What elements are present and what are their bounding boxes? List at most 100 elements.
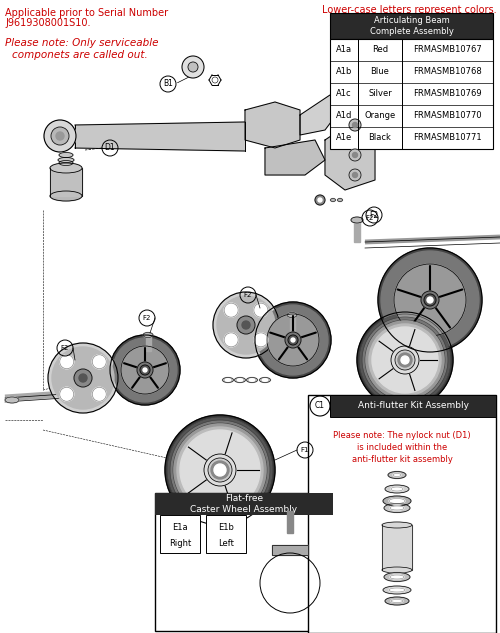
Circle shape [60, 387, 74, 401]
Polygon shape [245, 102, 300, 148]
Text: Applicable prior to Serial Number: Applicable prior to Serial Number [5, 8, 168, 18]
Circle shape [165, 415, 275, 525]
Text: F2: F2 [366, 215, 374, 221]
Circle shape [168, 418, 272, 522]
Ellipse shape [382, 567, 412, 573]
Text: Orange: Orange [364, 111, 396, 120]
Ellipse shape [384, 503, 410, 513]
Ellipse shape [390, 506, 404, 510]
Ellipse shape [59, 161, 73, 165]
Ellipse shape [338, 199, 342, 201]
Circle shape [140, 365, 150, 375]
FancyBboxPatch shape [272, 545, 308, 555]
Circle shape [224, 303, 238, 317]
Text: B1: B1 [163, 80, 173, 89]
Circle shape [352, 153, 358, 158]
Circle shape [121, 346, 169, 394]
Polygon shape [325, 120, 375, 190]
Polygon shape [300, 95, 340, 135]
Ellipse shape [226, 379, 230, 381]
Text: A1b: A1b [336, 68, 352, 77]
Text: Silver: Silver [368, 89, 392, 99]
Ellipse shape [330, 199, 336, 201]
Circle shape [349, 149, 361, 161]
Circle shape [204, 454, 236, 486]
Circle shape [398, 353, 412, 367]
Circle shape [56, 132, 64, 140]
Text: Black: Black [368, 134, 392, 142]
Circle shape [254, 333, 268, 347]
Text: F2: F2 [244, 292, 252, 298]
FancyBboxPatch shape [146, 335, 150, 351]
Circle shape [211, 461, 229, 479]
Circle shape [113, 338, 177, 402]
Circle shape [74, 369, 92, 387]
Circle shape [208, 458, 232, 482]
Text: J9619308001S10.: J9619308001S10. [5, 18, 90, 28]
FancyBboxPatch shape [330, 13, 493, 39]
Circle shape [188, 62, 198, 72]
Text: FRMASMB10770: FRMASMB10770 [413, 111, 482, 120]
Circle shape [360, 315, 450, 405]
Circle shape [288, 335, 298, 345]
Circle shape [315, 195, 325, 205]
Ellipse shape [385, 485, 409, 493]
Ellipse shape [246, 377, 258, 382]
FancyBboxPatch shape [206, 515, 246, 553]
Circle shape [357, 312, 453, 408]
Text: A1a: A1a [336, 46, 352, 54]
Text: D1: D1 [104, 144, 116, 153]
Ellipse shape [351, 217, 363, 223]
Circle shape [372, 327, 438, 393]
Circle shape [267, 314, 319, 366]
Text: anti-flutter kit assembly: anti-flutter kit assembly [352, 454, 452, 463]
Circle shape [171, 421, 269, 519]
Circle shape [421, 291, 439, 309]
Circle shape [424, 294, 436, 306]
Circle shape [264, 557, 316, 609]
Ellipse shape [50, 191, 82, 201]
Text: F2: F2 [143, 315, 151, 321]
Text: FRMASMB10769: FRMASMB10769 [413, 89, 482, 99]
Text: is included within the: is included within the [357, 442, 447, 451]
Text: C1: C1 [315, 401, 325, 410]
Circle shape [51, 127, 69, 145]
Circle shape [352, 123, 358, 127]
Circle shape [180, 430, 260, 510]
Circle shape [237, 316, 255, 334]
Circle shape [137, 362, 153, 378]
FancyBboxPatch shape [330, 39, 493, 149]
Text: Lower-case letters represent colors.: Lower-case letters represent colors. [322, 5, 497, 15]
Circle shape [349, 119, 361, 131]
Text: F2: F2 [61, 345, 69, 351]
Polygon shape [265, 140, 325, 175]
Ellipse shape [383, 496, 411, 506]
Circle shape [177, 427, 263, 513]
Circle shape [378, 248, 482, 352]
Ellipse shape [389, 499, 405, 503]
Circle shape [285, 332, 301, 348]
Text: FRMASMB10767: FRMASMB10767 [413, 46, 482, 54]
Circle shape [394, 264, 466, 336]
Circle shape [291, 338, 295, 342]
FancyBboxPatch shape [287, 511, 293, 533]
Circle shape [242, 321, 250, 329]
Circle shape [110, 335, 180, 405]
Text: Right: Right [169, 539, 191, 548]
FancyBboxPatch shape [160, 515, 200, 553]
Ellipse shape [234, 377, 246, 382]
Circle shape [318, 198, 322, 202]
Text: F2: F2 [370, 211, 378, 220]
Ellipse shape [143, 332, 153, 337]
Circle shape [391, 346, 419, 374]
Circle shape [79, 374, 87, 382]
Ellipse shape [390, 575, 404, 579]
Text: Please note: The nylock nut (D1): Please note: The nylock nut (D1) [333, 430, 471, 439]
Circle shape [143, 368, 147, 372]
Ellipse shape [238, 379, 242, 381]
FancyBboxPatch shape [354, 220, 360, 242]
Circle shape [369, 324, 441, 396]
FancyBboxPatch shape [290, 315, 294, 331]
Text: E1a: E1a [172, 522, 188, 532]
Polygon shape [382, 525, 412, 570]
